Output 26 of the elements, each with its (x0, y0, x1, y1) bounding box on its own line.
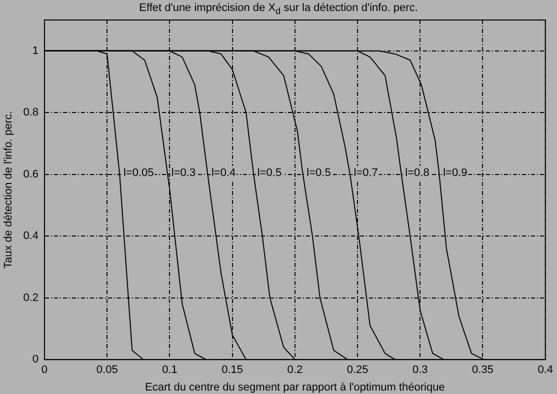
x-axis-title: Ecart du centre du segment par rapport à l'optimum théorique (144, 381, 445, 394)
x-tick-label: 0.15 (222, 364, 244, 376)
y-axis-title: Taux de détection de l'info. perc. (2, 111, 15, 269)
x-tick-label: 0.4 (538, 364, 554, 376)
x-tick-label: 0 (41, 364, 48, 376)
x-tick-label: 0.2 (287, 364, 303, 376)
series-label: l=0.8 (405, 166, 430, 179)
x-tick-label: 0.25 (346, 364, 368, 376)
y-tick-label: 1 (32, 44, 38, 57)
chart-title: Effet d'une imprécision de X$_{d}$ sur la détection d'info. perc. (138, 2, 419, 16)
series-label: l=0.4 (211, 166, 236, 179)
series-label: l=0.7 (354, 166, 378, 179)
x-tick-label: 0.3 (412, 364, 428, 376)
x-tick-label: 0.05 (96, 364, 118, 376)
x-tick-label: 0.1 (162, 364, 178, 376)
series-label: l=0.9 (443, 166, 468, 179)
y-tick-label: 0.2 (23, 292, 38, 304)
x-tick-label: 0.35 (472, 364, 494, 376)
y-tick-label: 0 (32, 354, 38, 366)
y-tick-label: 0.8 (23, 106, 38, 119)
y-tick-label: 0.4 (23, 230, 38, 242)
series-label: l=0.5 (306, 166, 331, 179)
series-label: l=0.5 (257, 166, 282, 179)
y-tick-label: 0.6 (23, 168, 38, 180)
series-label: l=0.05 (123, 166, 154, 179)
series-label: l=0.3 (171, 166, 196, 179)
